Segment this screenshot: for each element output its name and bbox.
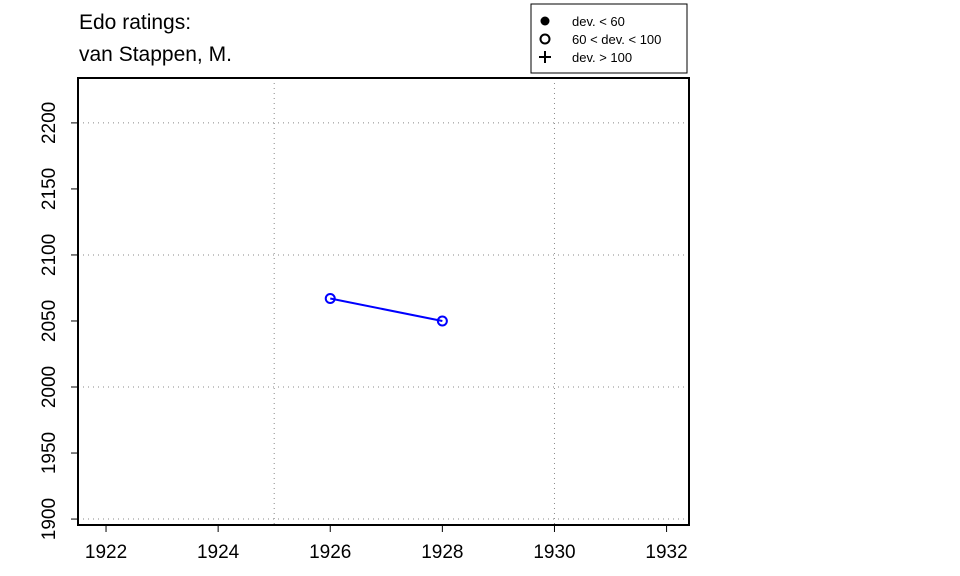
x-tick-label: 1926 bbox=[309, 542, 351, 563]
legend-box bbox=[530, 3, 688, 74]
series-line bbox=[330, 297, 443, 322]
x-tick-label: 1930 bbox=[533, 542, 575, 563]
marker bbox=[436, 315, 448, 327]
plot-frame bbox=[77, 77, 690, 526]
legend-symbol bbox=[539, 33, 551, 45]
y-tick-label: 2150 bbox=[39, 168, 60, 210]
x-tick-label: 1924 bbox=[197, 542, 240, 563]
marker bbox=[324, 293, 336, 305]
y-tick-label: 2000 bbox=[39, 366, 60, 408]
legend-symbol bbox=[540, 16, 550, 26]
y-tick-label: 2050 bbox=[39, 300, 60, 342]
y-tick-label: 1900 bbox=[39, 498, 60, 540]
y-tick-label: 2100 bbox=[39, 234, 60, 276]
x-tick-label: 1922 bbox=[85, 542, 127, 563]
x-tick-label: 1928 bbox=[421, 542, 463, 563]
legend-label: dev. > 100 bbox=[572, 50, 632, 65]
legend-label: 60 < dev. < 100 bbox=[572, 32, 661, 47]
y-tick-label: 1950 bbox=[39, 432, 60, 474]
chart-title: Edo ratings: bbox=[79, 11, 191, 34]
legend-symbol bbox=[539, 51, 551, 63]
y-tick-label: 2200 bbox=[39, 102, 60, 144]
chart-subtitle: van Stappen, M. bbox=[79, 43, 232, 66]
legend-label: dev. < 60 bbox=[572, 14, 625, 29]
x-tick-label: 1932 bbox=[645, 542, 687, 563]
